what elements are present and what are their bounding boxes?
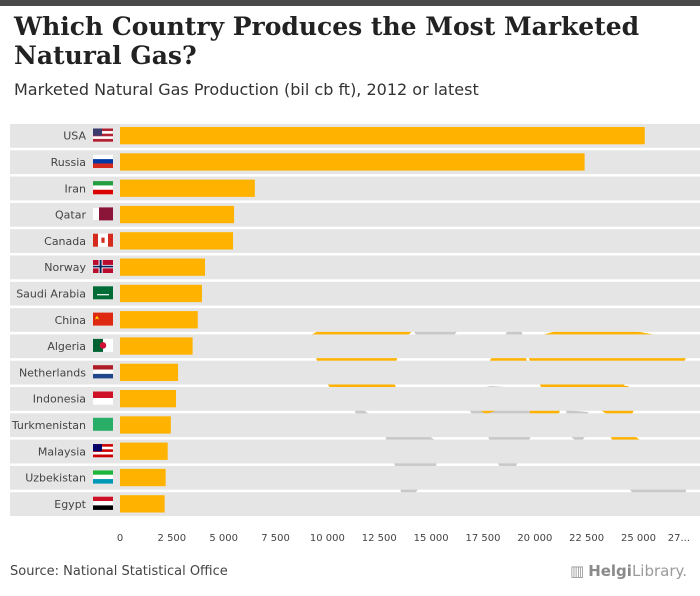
row-band xyxy=(10,176,700,201)
category-label: Qatar xyxy=(55,209,86,222)
row-band xyxy=(10,255,700,280)
iran-flag-icon xyxy=(93,181,113,195)
bar xyxy=(120,153,585,171)
bar xyxy=(120,127,645,145)
bar xyxy=(120,311,198,329)
helgi-library-logo[interactable]: ▥ HelgiLibrary. xyxy=(570,562,687,580)
row-band xyxy=(10,202,700,227)
bar-row: Norway xyxy=(10,255,700,280)
x-tick-label: 5 000 xyxy=(209,533,238,544)
bar xyxy=(120,390,176,408)
row-band xyxy=(10,360,700,385)
top-bar xyxy=(0,0,700,6)
category-label: Russia xyxy=(51,156,86,169)
china-flag-icon xyxy=(93,312,113,326)
source-note: Source: National Statistical Office xyxy=(10,564,228,579)
saudi-arabia-flag-icon xyxy=(93,286,113,300)
bar xyxy=(120,179,255,197)
category-label: Egypt xyxy=(54,498,86,511)
bar xyxy=(120,363,179,381)
bar xyxy=(120,232,234,250)
row-band xyxy=(10,439,700,464)
qatar-flag-icon xyxy=(93,207,113,221)
bar-row: Uzbekistan xyxy=(10,465,700,490)
bar-row: Egypt xyxy=(10,492,700,516)
category-label: Iran xyxy=(65,182,87,195)
bar xyxy=(120,495,165,513)
bar-row: Saudi Arabia xyxy=(10,281,700,306)
bar-row: Canada xyxy=(10,229,700,253)
row-band xyxy=(10,387,700,411)
category-label: USA xyxy=(63,130,86,143)
x-tick-label: 27... xyxy=(668,533,690,544)
x-tick-label: 20 000 xyxy=(517,533,552,544)
x-tick-label: 2 500 xyxy=(158,533,187,544)
bar xyxy=(120,205,235,224)
row-band xyxy=(10,308,700,332)
algeria-flag-icon xyxy=(93,338,113,352)
chart-subtitle: Marketed Natural Gas Production (bil cb … xyxy=(14,80,479,99)
category-label: Netherlands xyxy=(19,366,86,379)
bar-row: USA xyxy=(10,124,700,148)
x-tick-label: 25 000 xyxy=(621,533,656,544)
bar-row: Turkmenistan xyxy=(10,413,700,438)
chart-title: Which Country Produces the Most Marketed… xyxy=(14,12,640,70)
row-band xyxy=(10,334,700,359)
logo-text: HelgiLibrary. xyxy=(588,562,688,580)
row-band xyxy=(10,413,700,438)
category-label: Uzbekistan xyxy=(25,472,86,485)
bar xyxy=(120,416,171,434)
x-tick-label: 0 xyxy=(117,533,123,544)
bar-row: Netherlands xyxy=(10,360,700,385)
bar-row: China xyxy=(10,308,700,332)
row-band xyxy=(10,492,700,516)
indonesia-flag-icon xyxy=(93,391,113,405)
bar xyxy=(120,442,168,460)
bar-row: Iran xyxy=(10,176,700,201)
category-label: Canada xyxy=(44,235,86,248)
russia-flag-icon xyxy=(93,154,113,168)
bar xyxy=(120,284,202,303)
bar xyxy=(120,258,206,276)
category-label: Malaysia xyxy=(38,445,86,458)
bar xyxy=(120,337,193,355)
category-label: Algeria xyxy=(47,340,86,353)
uzbekistan-flag-icon xyxy=(93,470,113,484)
turkmenistan-flag-icon xyxy=(93,417,113,431)
egypt-flag-icon xyxy=(93,496,113,510)
x-tick-label: 22 500 xyxy=(569,533,604,544)
bar-row: Malaysia xyxy=(10,439,700,464)
x-tick-label: 12 500 xyxy=(362,533,397,544)
malaysia-flag-icon xyxy=(93,444,113,458)
norway-flag-icon xyxy=(93,260,113,273)
bar-row: Algeria xyxy=(10,334,700,359)
bar-row: Indonesia xyxy=(10,387,700,411)
x-tick-label: 15 000 xyxy=(414,533,449,544)
netherlands-flag-icon xyxy=(93,365,113,379)
bar-row: Russia xyxy=(10,150,700,175)
canada-flag-icon xyxy=(93,233,113,247)
x-tick-label: 17 500 xyxy=(465,533,500,544)
row-band xyxy=(10,229,700,253)
category-label: Norway xyxy=(44,261,86,274)
category-label: Saudi Arabia xyxy=(16,287,86,300)
bar xyxy=(120,468,166,487)
row-band xyxy=(10,281,700,306)
bar-row: Qatar xyxy=(10,202,700,227)
category-label: Indonesia xyxy=(33,393,86,406)
category-label: Turkmenistan xyxy=(11,419,86,432)
usa-flag-icon xyxy=(93,128,113,142)
x-tick-label: 7 500 xyxy=(261,533,290,544)
library-icon: ▥ xyxy=(570,562,585,580)
x-tick-label: 10 000 xyxy=(310,533,345,544)
row-band xyxy=(10,465,700,490)
category-label: China xyxy=(55,314,86,327)
